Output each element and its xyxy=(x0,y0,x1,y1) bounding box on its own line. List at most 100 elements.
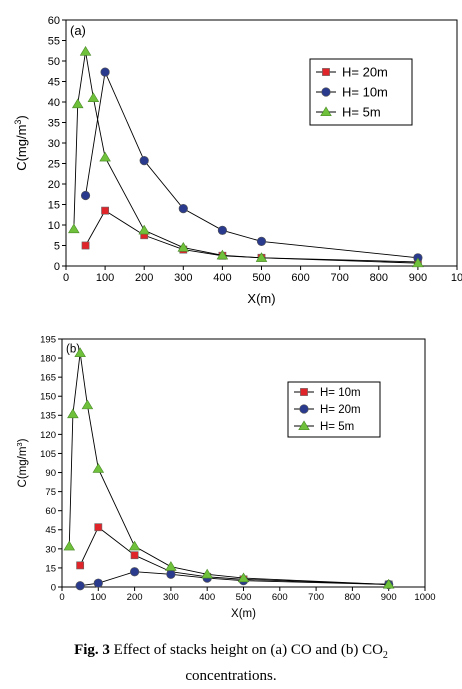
x-tick-label: 400 xyxy=(199,592,215,603)
x-axis-label: X(m) xyxy=(231,608,256,620)
series-square xyxy=(76,523,393,589)
data-point xyxy=(201,568,213,579)
y-tick-label: 120 xyxy=(40,430,56,441)
caption-subscript: 2 xyxy=(382,650,388,661)
x-tick-label: 700 xyxy=(308,592,324,603)
data-point xyxy=(92,463,105,473)
y-tick-label: 50 xyxy=(48,56,60,68)
panel-label: (b) xyxy=(66,344,80,356)
legend-label: H= 10m xyxy=(320,387,361,399)
data-point xyxy=(93,578,103,588)
data-point xyxy=(68,223,80,234)
x-tick-label: 500 xyxy=(252,272,270,284)
y-tick-label: 20 xyxy=(48,179,60,191)
data-point xyxy=(71,98,84,109)
data-point xyxy=(166,569,176,579)
x-tick-label: 600 xyxy=(272,592,288,603)
y-tick-label: 30 xyxy=(45,544,56,555)
data-point xyxy=(165,561,177,571)
y-tick-label: 25 xyxy=(48,158,60,170)
series-line xyxy=(85,210,418,263)
x-tick-label: 600 xyxy=(291,272,309,284)
caption-line-2: concentrations. xyxy=(185,668,277,684)
y-tick-label: 165 xyxy=(40,373,56,384)
caption-line-1: Fig. 3 Effect of stacks height on (a) CO… xyxy=(0,640,462,666)
data-point xyxy=(94,523,103,532)
plot-frame xyxy=(65,19,458,267)
data-point xyxy=(255,252,268,262)
series-circle xyxy=(80,67,423,263)
legend-marker xyxy=(322,68,330,76)
x-tick-label: 800 xyxy=(344,592,360,603)
series-triangle xyxy=(68,45,424,268)
y-tick-label: 55 xyxy=(48,35,60,47)
data-point xyxy=(256,236,267,246)
x-tick-label: 200 xyxy=(127,592,143,603)
data-point xyxy=(100,67,110,77)
legend-label: H= 20m xyxy=(342,65,388,80)
data-point xyxy=(81,241,90,250)
data-point xyxy=(139,156,149,166)
data-point xyxy=(237,572,250,583)
legend-marker xyxy=(321,87,331,97)
data-point xyxy=(99,151,111,162)
data-point xyxy=(63,540,76,551)
y-tick-label: 45 xyxy=(48,76,60,88)
series-triangle xyxy=(63,347,395,589)
legend-marker xyxy=(300,388,308,396)
y-tick-label: 5 xyxy=(54,240,60,252)
y-tick-label: 195 xyxy=(40,334,56,345)
y-tick-label: 35 xyxy=(48,117,60,129)
data-point xyxy=(130,567,140,577)
panel-label: (a) xyxy=(70,23,86,38)
x-tick-label: 700 xyxy=(331,272,349,284)
data-point xyxy=(74,347,86,358)
y-tick-label: 15 xyxy=(45,563,56,574)
chart-a: 0 100 200 300 400 500 600 700 800 900 100510152025… xyxy=(13,15,462,306)
y-tick-label: 40 xyxy=(48,97,60,109)
data-point xyxy=(178,204,188,214)
x-tick-label: 100 xyxy=(90,592,106,603)
data-point xyxy=(217,225,227,235)
y-tick-label: 15 xyxy=(48,199,60,211)
y-axis-label: C(mg/m3) xyxy=(13,115,29,171)
x-tick-label: 200 xyxy=(135,272,153,284)
data-point xyxy=(101,206,109,215)
caption-text-1: Effect of stacks height on (a) CO and (b… xyxy=(109,642,383,658)
y-tick-label: 60 xyxy=(45,506,56,517)
series-line xyxy=(73,51,418,264)
data-point xyxy=(130,551,139,560)
legend: H= 10m H= 20m H= 5m xyxy=(287,381,381,438)
data-point xyxy=(75,581,85,591)
x-axis-label: X(m) xyxy=(247,291,275,306)
x-tick-label: 400 xyxy=(213,272,231,284)
chart-b: 0 100 200 300 400 500 600 700 800 900 1000 0 15 30 45 6… xyxy=(15,334,436,620)
y-tick-label: 10 xyxy=(48,220,60,232)
caption-fig-label: Fig. 3 xyxy=(74,642,110,658)
x-tick-label: 900 xyxy=(381,592,397,603)
x-tick-label: 0 xyxy=(63,272,69,284)
data-point xyxy=(87,92,100,102)
y-tick-label: 30 xyxy=(48,138,60,150)
y-tick-label: 105 xyxy=(40,449,56,460)
legend-label: H= 10m xyxy=(342,85,388,100)
x-tick-label: 100 xyxy=(96,272,114,284)
y-tick-label: 45 xyxy=(45,525,56,536)
y-tick-label: 75 xyxy=(45,487,56,498)
legend-marker xyxy=(320,106,332,117)
x-tick-label: 10 xyxy=(451,272,462,284)
legend-label: H= 5m xyxy=(320,421,354,433)
data-point xyxy=(216,249,229,260)
x-tick-label: 500 xyxy=(236,592,252,603)
plot-frame xyxy=(61,338,426,588)
data-point xyxy=(76,561,85,570)
x-tick-label: 300 xyxy=(163,592,179,603)
x-tick-label: 800 xyxy=(370,272,388,284)
series-square xyxy=(81,206,422,266)
series-line xyxy=(79,526,389,585)
data-point xyxy=(81,399,94,410)
legend-marker xyxy=(299,404,309,414)
y-axis-label: C(mg/m3) xyxy=(15,438,30,487)
y-tick-label: 0 xyxy=(51,582,56,593)
x-tick-label: 1000 xyxy=(414,592,435,603)
